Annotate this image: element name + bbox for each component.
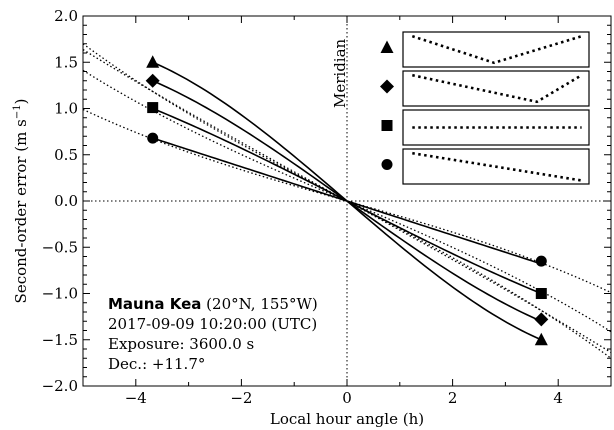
x-tick-label: −4	[125, 389, 147, 407]
y-axis-label-base: Second-order error (m s	[12, 119, 30, 303]
y-tick-label: −1.5	[42, 331, 78, 349]
annotation-box: Mauna Kea (20°N, 155°W) 2017-09-09 10:20…	[108, 295, 318, 373]
legend-diamond-marker	[380, 79, 394, 94]
legend-square-marker	[381, 120, 393, 131]
y-tick-label: −0.5	[42, 238, 78, 256]
legend-circle-profile	[412, 151, 582, 182]
x-tick-label: 0	[342, 389, 352, 407]
y-tick-label: −1.0	[42, 285, 78, 303]
legend-triangle-box	[402, 31, 590, 68]
svg-text:Mauna Kea (20°N, 155°W): Mauna Kea (20°N, 155°W)	[108, 295, 318, 313]
series-diamond-marker-right	[534, 312, 549, 327]
series-circle-marker-right	[535, 255, 547, 267]
series-diamond-marker-left	[145, 73, 160, 88]
x-axis-label: Local hour angle (h)	[270, 410, 424, 428]
legend-circle-marker	[381, 159, 393, 170]
y-tick-label: 1.5	[54, 53, 78, 71]
series-square-marker-right	[535, 288, 547, 299]
series-circle-marker-left	[147, 132, 159, 144]
reference-lines	[83, 16, 611, 386]
x-tick-label: 2	[448, 389, 458, 407]
site-name: Mauna Kea	[108, 295, 201, 313]
meridian-label: Meridian	[331, 38, 349, 108]
series-diamond-dotted-line	[82, 43, 612, 359]
series-circle-dotted-line	[82, 108, 612, 294]
axis-ticks: −4 −2 0 2 4 −2.0 −1.5 −1.0 −0.5 0.0 0.5 1.0 1.5 2.0	[42, 7, 612, 407]
legend-diamond-profile	[412, 73, 583, 104]
exposure-text: Exposure: 3600.0 s	[108, 335, 254, 353]
y-tick-label: 0.5	[54, 146, 78, 164]
series-square-dotted-line	[82, 69, 612, 333]
x-tick-label: 4	[553, 389, 563, 407]
legend-triangle-profile	[411, 34, 582, 65]
y-tick-label: 1.0	[54, 100, 78, 118]
site-coords: (20°N, 155°W)	[201, 295, 317, 313]
observation-time: 2017-09-09 10:20:00 (UTC)	[108, 315, 317, 333]
y-axis-label-exponent: −1	[12, 104, 23, 119]
y-tick-label: 0.0	[54, 192, 78, 210]
y-axis-label: Second-order error (m s−1)	[12, 99, 30, 304]
y-axis-label-end: )	[12, 99, 30, 105]
series-triangle-marker-left	[146, 55, 160, 68]
legend	[380, 31, 590, 185]
y-tick-label: 2.0	[54, 7, 78, 25]
plot-frame	[82, 15, 612, 387]
series-square-marker-left	[147, 102, 159, 114]
y-tick-label: −2.0	[42, 377, 78, 395]
declination-text: Dec.: +11.7°	[108, 355, 205, 373]
series-triangle-marker-right	[534, 332, 548, 346]
data-markers	[145, 55, 549, 346]
legend-triangle-marker	[380, 40, 394, 53]
legend-diamond-box	[402, 70, 590, 107]
x-tick-label: −2	[230, 389, 252, 407]
